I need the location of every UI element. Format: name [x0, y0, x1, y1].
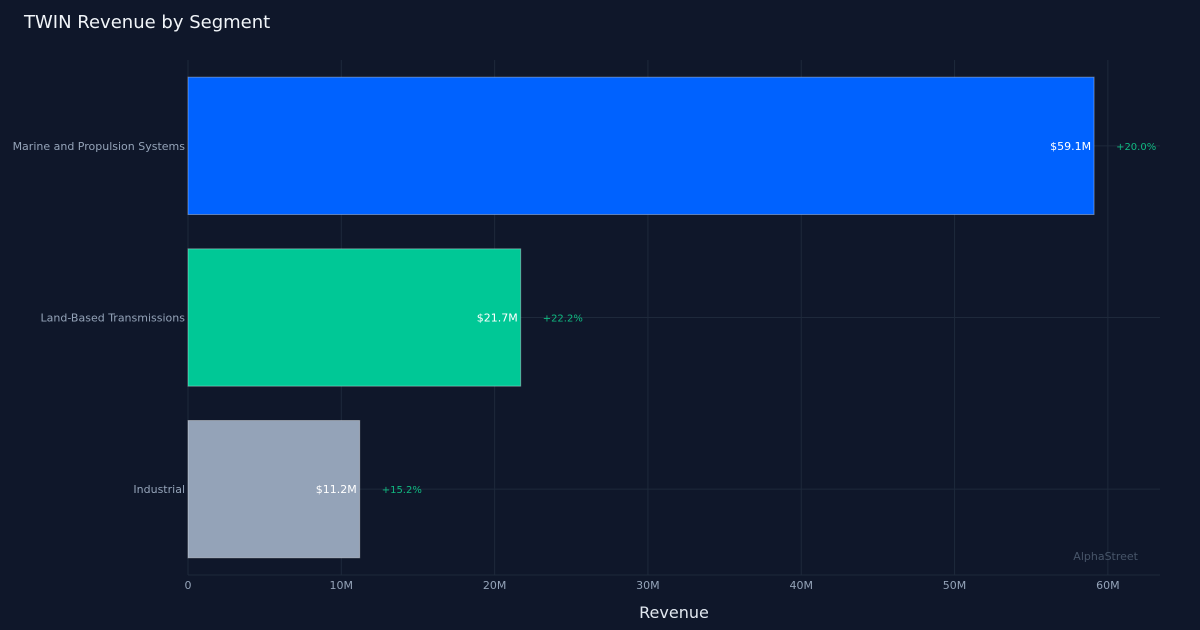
watermark-text: AlphaStreet: [1073, 550, 1138, 563]
x-tick-label: 10M: [330, 579, 354, 592]
change-label: +15.2%: [382, 485, 422, 496]
bar-1: [187, 248, 522, 387]
category-label: Industrial: [133, 483, 185, 496]
x-tick-label: 30M: [636, 579, 660, 592]
change-label: +22.2%: [543, 314, 583, 325]
bar-2: [187, 420, 361, 559]
labels: Marine and Propulsion Systems $59.1M +20.0…: [13, 140, 1157, 496]
value-label: $11.2M: [316, 483, 357, 496]
bars: [187, 76, 1095, 559]
x-tick-label: 50M: [943, 579, 967, 592]
category-label: Land-Based Transmissions: [41, 312, 186, 325]
chart-title: TWIN Revenue by Segment: [24, 12, 271, 33]
x-tick-label: 20M: [483, 579, 507, 592]
value-label: $59.1M: [1050, 140, 1091, 153]
category-label: Marine and Propulsion Systems: [13, 140, 186, 153]
bar-0: [187, 76, 1095, 215]
x-tick-label: 0: [185, 579, 192, 592]
x-axis: 0 10M 20M 30M 40M 50M 60M: [185, 574, 1160, 592]
x-tick-label: 40M: [789, 579, 813, 592]
value-label: $21.7M: [477, 312, 518, 325]
change-label: +20.0%: [1116, 142, 1156, 153]
x-tick-label: 60M: [1096, 579, 1120, 592]
x-axis-title: Revenue: [639, 603, 709, 622]
